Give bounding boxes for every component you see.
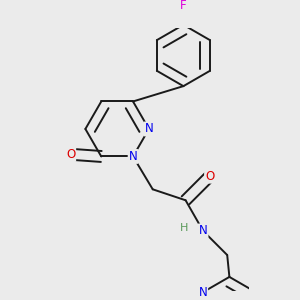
Text: H: H: [180, 223, 189, 232]
Text: F: F: [180, 0, 187, 12]
Text: O: O: [66, 148, 75, 161]
Text: N: N: [199, 224, 208, 237]
Text: O: O: [205, 170, 214, 183]
Text: N: N: [129, 150, 137, 163]
Text: N: N: [199, 286, 207, 299]
Text: N: N: [145, 122, 153, 136]
